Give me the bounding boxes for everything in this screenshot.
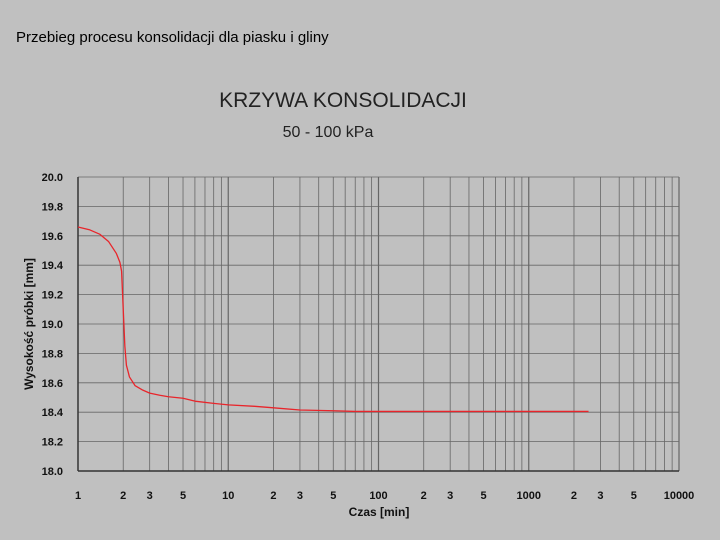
x-tick-label: 5 <box>631 490 637 502</box>
x-tick-label: 3 <box>597 490 603 502</box>
x-axis-label: Czas [min] <box>349 505 410 519</box>
x-tick-label: 3 <box>297 490 303 502</box>
y-tick-label: 18.8 <box>42 348 63 360</box>
grid-layer <box>77 176 680 472</box>
x-tick-label: 10000 <box>664 490 695 502</box>
y-tick-label: 19.6 <box>42 231 63 243</box>
x-tick-label: 1000 <box>517 490 541 502</box>
x-tick-label: 2 <box>120 490 126 502</box>
tick-layer: 18.0 18.2 18.4 18.6 18.8 19.0 19.2 19.4 19.6 19.8… <box>42 172 695 502</box>
consolidation-curve <box>77 226 589 413</box>
y-axis-label: Wysokość próbki [mm] <box>22 258 36 390</box>
x-tick-label: 2 <box>571 490 577 502</box>
y-tick-label: 19.4 <box>42 260 64 272</box>
x-tick-label: 5 <box>180 490 186 502</box>
chart-subtitle: 50 - 100 kPa <box>283 124 374 141</box>
y-tick-label: 18.0 <box>42 466 63 478</box>
y-tick-label: 20.0 <box>42 172 63 184</box>
x-tick-label: 2 <box>421 490 427 502</box>
slide-caption: Przebieg procesu konsolidacji dla piasku… <box>16 29 329 46</box>
x-tick-label: 1 <box>75 490 81 502</box>
series-layer <box>77 226 589 413</box>
x-tick-label: 10 <box>222 490 234 502</box>
y-tick-label: 19.0 <box>42 319 63 331</box>
x-tick-label: 100 <box>369 490 387 502</box>
y-tick-label: 18.6 <box>42 378 63 390</box>
x-tick-label: 5 <box>330 490 336 502</box>
y-tick-label: 19.2 <box>42 290 63 302</box>
y-tick-label: 19.8 <box>42 201 63 213</box>
x-tick-label: 3 <box>147 490 153 502</box>
x-tick-label: 5 <box>480 490 486 502</box>
chart-title: KRZYWA KONSOLIDACJI <box>219 89 467 112</box>
y-tick-label: 18.4 <box>42 407 64 419</box>
y-tick-label: 18.2 <box>42 437 63 449</box>
x-tick-label: 3 <box>447 490 453 502</box>
x-tick-label: 2 <box>270 490 276 502</box>
